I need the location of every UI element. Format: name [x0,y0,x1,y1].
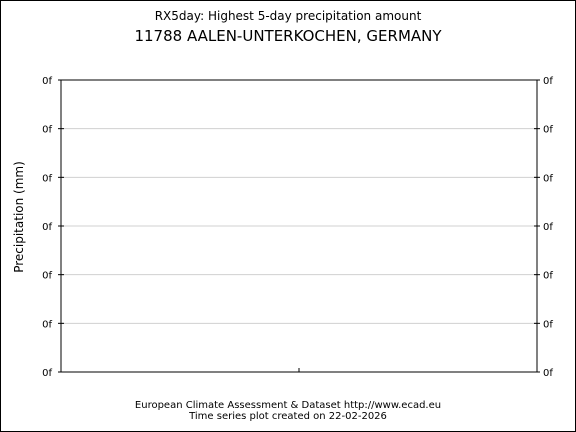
y-tick-label-right: 0f [543,76,553,87]
y-tick-label-left: 0f [42,173,52,184]
y-tick-label-left: 0f [42,125,52,136]
grid-lines [61,128,537,324]
y-tick-label-right: 0f [543,271,553,282]
y-tick-label-right: 0f [543,222,553,233]
axis-ticks [58,79,540,373]
footer-created: Time series plot created on 22-02-2026 [189,411,387,422]
y-tick-label-right: 0f [543,125,553,136]
chart-title: RX5day: Highest 5-day precipitation amou… [154,9,422,23]
y-axis-label: Precipitation (mm) [12,161,26,273]
tick-labels: 0f 0f 0f 0f 0f 0f 0f 0f 0f 0f 0f 0f 0f 0f [42,76,553,379]
y-tick-label-right: 0f [543,173,553,184]
y-tick-label-left: 0f [42,222,52,233]
y-tick-label-left: 0f [42,76,52,87]
y-tick-label-left: 0f [42,271,52,282]
y-tick-label-right: 0f [543,319,553,330]
chart-subtitle: 11788 AALEN-UNTERKOCHEN, GERMANY [134,27,442,45]
y-tick-label-right: 0f [543,368,553,379]
y-tick-label-left: 0f [42,368,52,379]
footer-source: European Climate Assessment & Dataset ht… [134,400,442,411]
y-tick-label-left: 0f [42,319,52,330]
